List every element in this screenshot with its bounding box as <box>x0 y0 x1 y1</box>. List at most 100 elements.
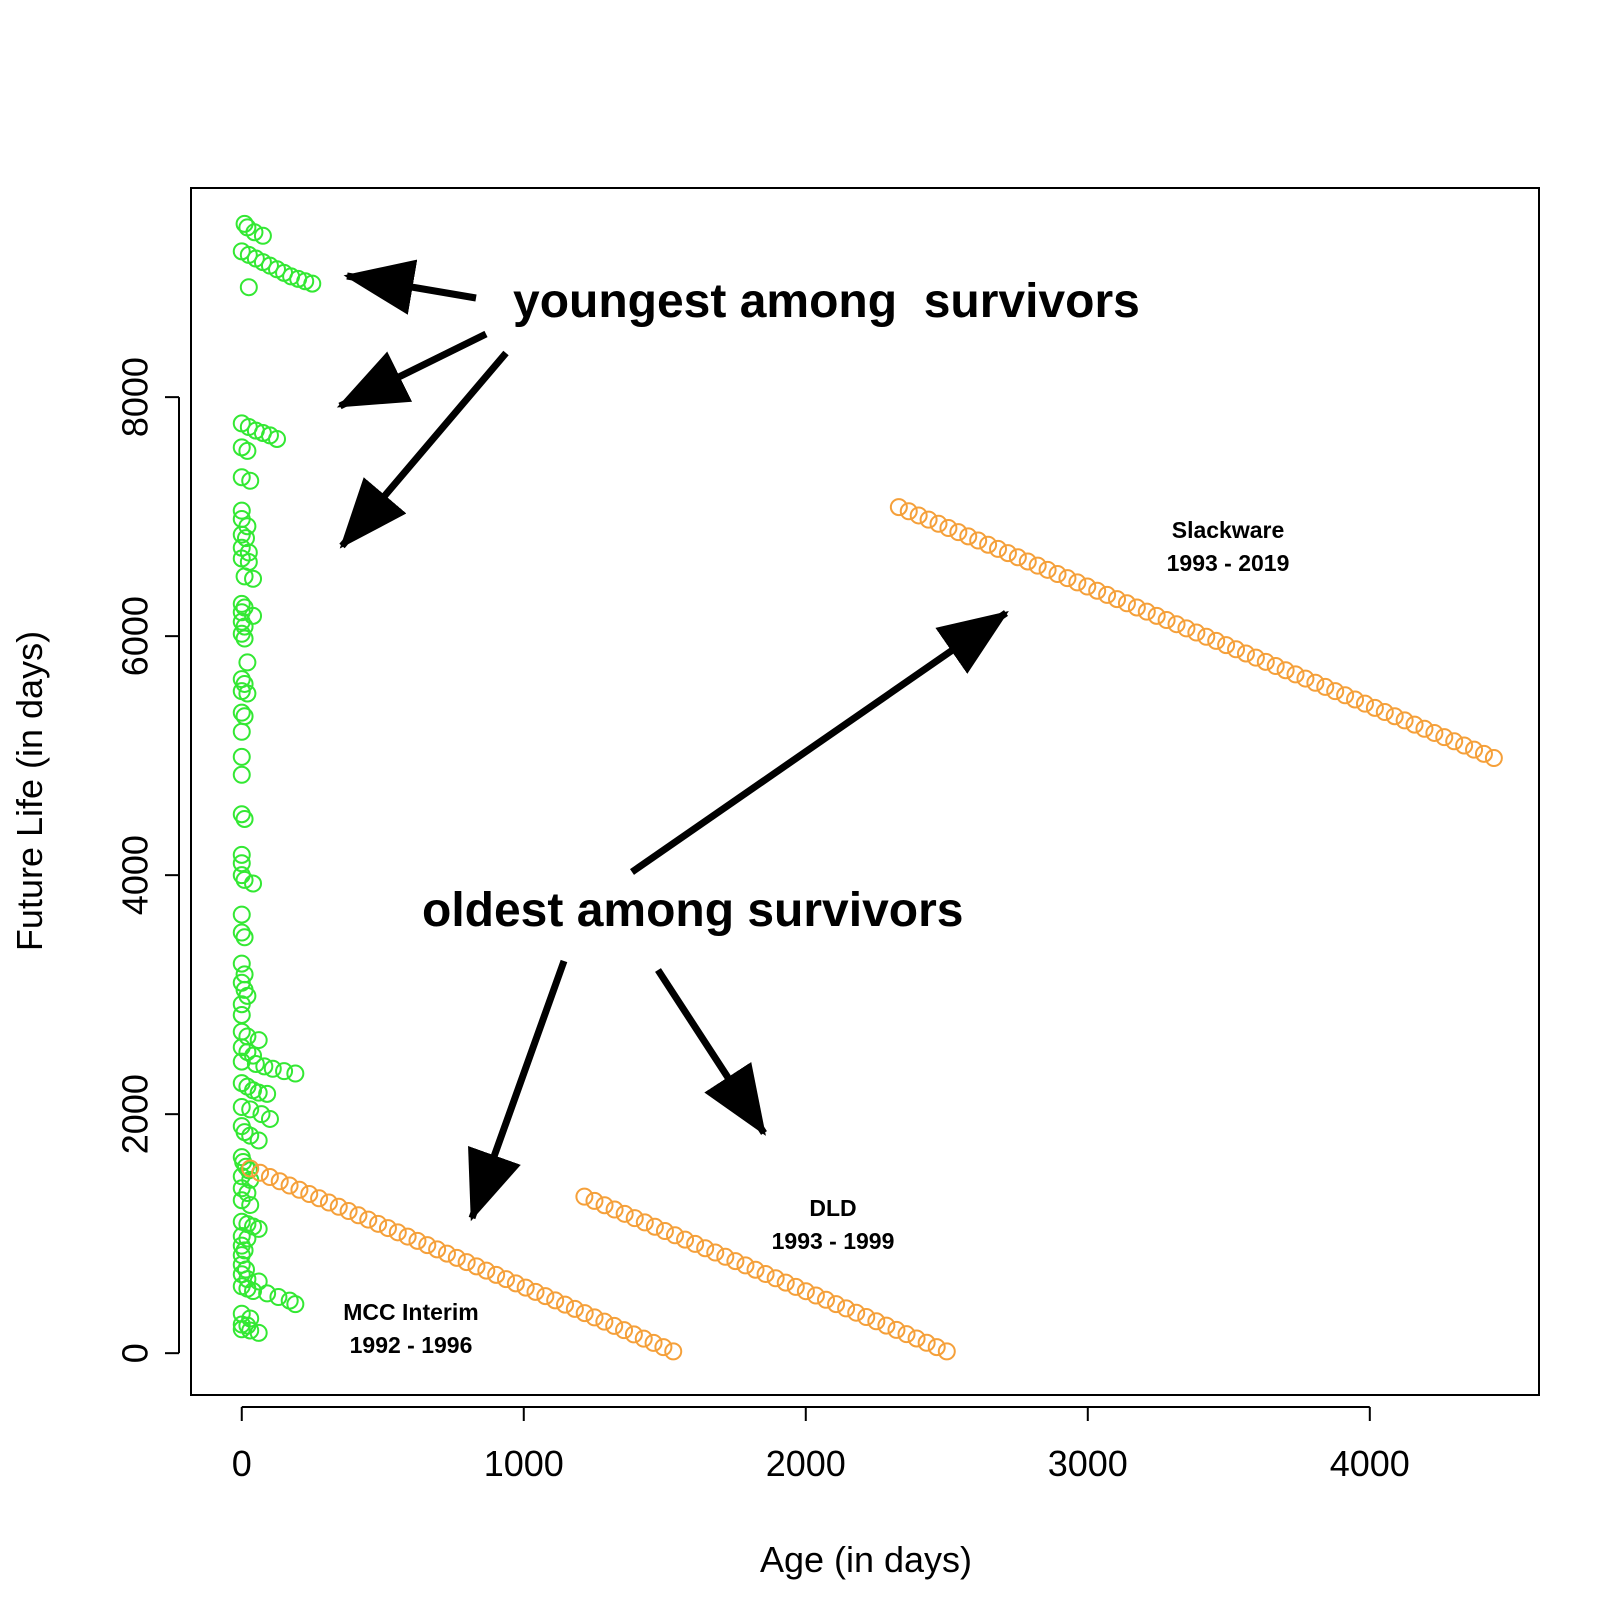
oldest-point <box>398 1227 417 1246</box>
oldest-point <box>979 535 998 554</box>
x-tick-label: 4000 <box>1330 1443 1410 1484</box>
oldest-point <box>319 1193 338 1212</box>
oldest-point <box>816 1290 835 1309</box>
youngest-point <box>258 1284 277 1303</box>
youngest-point <box>232 854 251 873</box>
oldest-point <box>1326 682 1345 701</box>
y-tick-label: 0 <box>115 1343 156 1363</box>
youngest-point <box>232 995 251 1014</box>
oldest-point <box>766 1269 785 1288</box>
youngest-point <box>236 1260 255 1279</box>
y-axis-label: Future Life (in days) <box>9 631 50 951</box>
oldest-point <box>644 1333 663 1352</box>
oldest-point <box>756 1265 775 1284</box>
youngest-point <box>249 1272 268 1291</box>
youngest-point <box>232 438 251 457</box>
oldest-point <box>437 1244 456 1263</box>
plot-frame <box>190 187 1540 1396</box>
oldest-point <box>1435 728 1454 747</box>
oldest-point <box>241 1159 260 1178</box>
y-tick-label: 4000 <box>115 835 156 915</box>
youngest-point <box>235 870 254 889</box>
oldest-point <box>1227 640 1246 659</box>
oldest-point <box>526 1282 545 1301</box>
oldest-point <box>329 1197 348 1216</box>
youngest-point <box>232 722 251 741</box>
arrow-youngest-2 <box>336 330 488 410</box>
youngest-point <box>232 905 251 924</box>
y-axis: 0 2000 4000 6000 8000 <box>115 357 180 1363</box>
oldest-point <box>1038 560 1057 579</box>
youngest-point <box>238 653 257 672</box>
youngest-point <box>252 1105 271 1124</box>
oldest-point <box>487 1265 506 1284</box>
oldest-point <box>696 1239 715 1258</box>
oldest-point <box>726 1252 745 1271</box>
arrow-oldest-dld <box>655 968 767 1136</box>
mcc-label: MCC Interim <box>343 1299 478 1325</box>
youngest-point <box>268 429 287 448</box>
youngest-point <box>235 567 254 586</box>
arrow-oldest-slackware <box>630 610 1009 875</box>
oldest-point <box>1157 611 1176 630</box>
oldest-point <box>939 518 958 537</box>
oldest-point <box>676 1230 695 1249</box>
oldest-point <box>1455 736 1474 755</box>
youngest-point <box>249 1323 268 1342</box>
oldest-point <box>1177 619 1196 638</box>
oldest-point <box>1246 648 1265 667</box>
youngest-point <box>232 703 251 722</box>
oldest-point <box>929 514 948 533</box>
oldest-point <box>477 1261 496 1280</box>
youngest-point <box>244 874 263 893</box>
youngest-point <box>232 1074 251 1093</box>
oldest-point <box>575 1304 594 1323</box>
oldest-point <box>665 1226 684 1245</box>
youngest-point <box>232 845 251 864</box>
slackware-label: Slackware <box>1172 517 1285 543</box>
oldest-point <box>897 1325 916 1344</box>
x-tick-label: 2000 <box>766 1443 846 1484</box>
youngest-point <box>286 1295 305 1314</box>
youngest-point <box>286 1064 305 1083</box>
youngest-point <box>232 501 251 520</box>
oldest-point <box>624 1325 643 1344</box>
oldest-point <box>1108 590 1127 609</box>
x-tick-label: 0 <box>232 1443 252 1484</box>
arrow-youngest-3 <box>339 350 509 549</box>
youngest-point <box>244 1046 263 1065</box>
oldest-point <box>1127 598 1146 617</box>
oldest-point <box>615 1321 634 1340</box>
youngest-point <box>232 603 251 622</box>
y-tick-label: 8000 <box>115 357 156 437</box>
oldest-point <box>949 523 968 542</box>
oldest-point <box>645 1217 664 1236</box>
youngest-point <box>232 1320 251 1339</box>
oldest-point <box>847 1303 866 1322</box>
oldest-point <box>1207 631 1226 650</box>
oldest-point <box>556 1295 575 1314</box>
oldest-point <box>605 1200 624 1219</box>
oldest-point <box>1068 573 1087 592</box>
oldest-point <box>585 1308 604 1327</box>
youngest-point <box>232 1191 251 1210</box>
oldest-point <box>909 506 928 525</box>
oldest-point <box>1346 690 1365 709</box>
oldest-point <box>546 1291 565 1310</box>
oldest-point <box>1365 698 1384 717</box>
youngest-point <box>296 272 315 291</box>
oldest-callout: oldest among survivors <box>422 884 963 937</box>
youngest-point <box>235 928 254 947</box>
youngest-point <box>238 441 257 460</box>
oldest-point <box>837 1299 856 1318</box>
oldest-point <box>457 1253 476 1272</box>
youngest-point <box>232 468 251 487</box>
oldest-point <box>565 1299 584 1318</box>
oldest-point <box>907 1329 926 1348</box>
youngest-point <box>232 1005 251 1024</box>
youngest-point <box>232 594 251 613</box>
oldest-point <box>615 1204 634 1223</box>
dld-label: DLD <box>809 1195 856 1221</box>
youngest-point <box>249 1131 268 1150</box>
youngest-point <box>235 809 254 828</box>
